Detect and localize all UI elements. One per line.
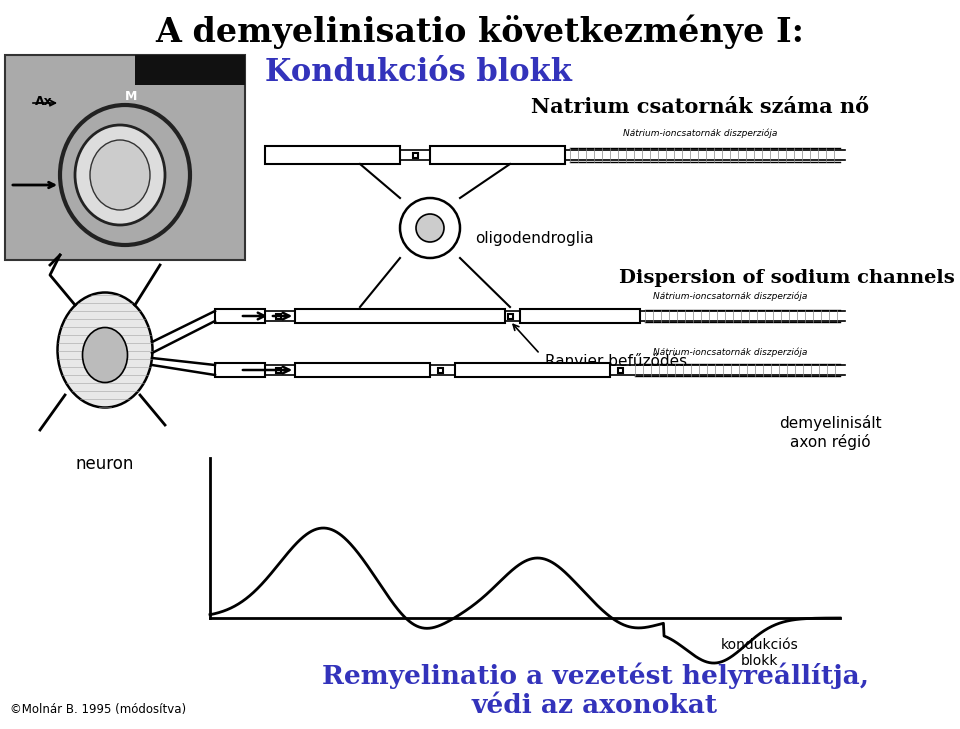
Bar bbox=[276, 313, 280, 319]
Text: Ranvier befűződés: Ranvier befűződés bbox=[545, 354, 687, 368]
Text: Ax: Ax bbox=[35, 95, 53, 108]
Bar bbox=[430, 146, 565, 164]
Text: A demyelinisatio következménye I:: A demyelinisatio következménye I: bbox=[156, 15, 804, 50]
Ellipse shape bbox=[83, 327, 128, 383]
Text: Kondukciós blokk: Kondukciós blokk bbox=[265, 57, 572, 87]
Bar bbox=[215, 363, 265, 377]
Bar bbox=[265, 146, 400, 164]
Text: Dispersion of sodium channels: Dispersion of sodium channels bbox=[619, 269, 955, 287]
Bar bbox=[438, 367, 443, 373]
Bar bbox=[295, 363, 430, 377]
Text: M: M bbox=[125, 90, 137, 103]
Bar bbox=[276, 367, 280, 373]
Bar bbox=[413, 152, 418, 157]
Bar bbox=[5, 55, 245, 260]
Circle shape bbox=[400, 198, 460, 258]
Text: demyelinisált
axon régió: demyelinisált axon régió bbox=[779, 415, 881, 450]
Ellipse shape bbox=[58, 292, 153, 408]
Bar bbox=[295, 309, 505, 323]
Text: kondukciós
blokk: kondukciós blokk bbox=[721, 638, 799, 668]
Ellipse shape bbox=[75, 125, 165, 225]
Bar bbox=[508, 313, 513, 319]
Text: Natrium csatornák száma nő: Natrium csatornák száma nő bbox=[531, 97, 869, 117]
Bar bbox=[617, 367, 622, 373]
Text: oligodendroglia: oligodendroglia bbox=[475, 230, 593, 246]
Circle shape bbox=[416, 214, 444, 242]
Bar bbox=[135, 55, 245, 85]
Text: neuron: neuron bbox=[76, 455, 134, 473]
Text: Remyelinatio a vezetést helyreállítja,
védi az axonokat: Remyelinatio a vezetést helyreállítja, v… bbox=[322, 662, 869, 718]
Bar bbox=[215, 309, 265, 323]
Ellipse shape bbox=[90, 140, 150, 210]
Bar bbox=[520, 309, 640, 323]
Text: Nátrium-ioncsatornák diszperziója: Nátrium-ioncsatornák diszperziója bbox=[653, 292, 807, 301]
Text: Nátrium-ioncsatornák diszperziója: Nátrium-ioncsatornák diszperziója bbox=[623, 128, 778, 138]
Bar bbox=[455, 363, 610, 377]
Text: Nátrium-ioncsatornák diszperziója: Nátrium-ioncsatornák diszperziója bbox=[653, 347, 807, 356]
Text: ©Molnár B. 1995 (módosítva): ©Molnár B. 1995 (módosítva) bbox=[10, 703, 186, 717]
